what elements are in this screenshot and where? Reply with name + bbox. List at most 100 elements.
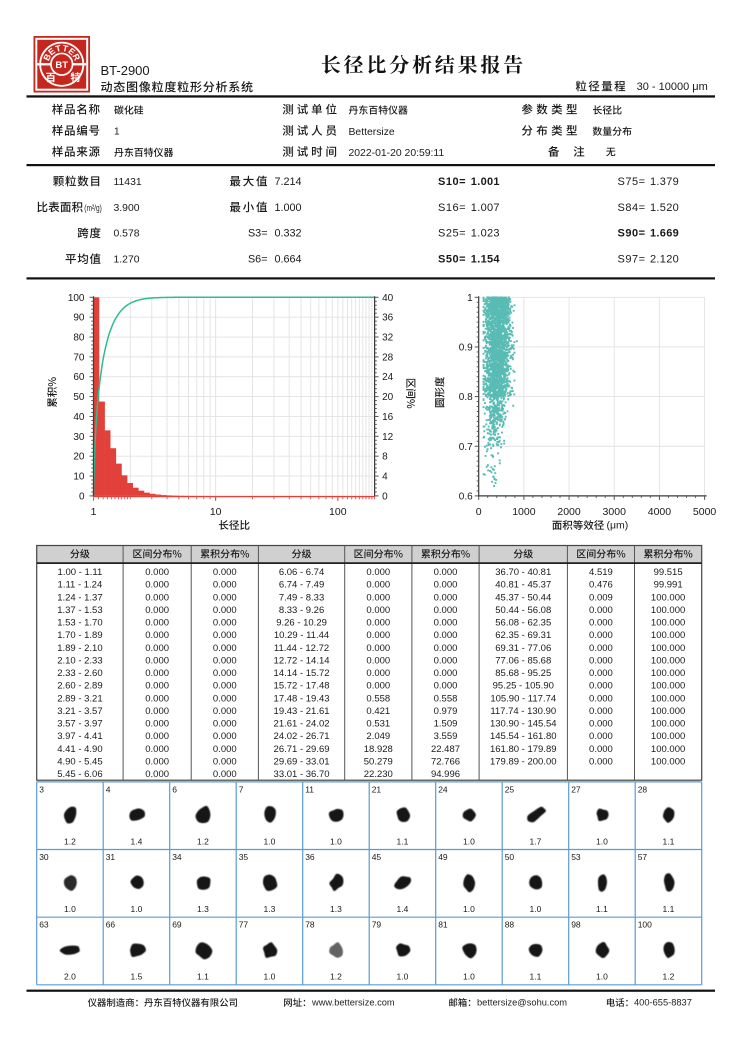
svg-text:0.531: 0.531 [366, 719, 390, 730]
svg-text:3.21 - 3.57: 3.21 - 3.57 [57, 706, 102, 717]
svg-text:49: 49 [438, 852, 448, 862]
svg-text:1.2: 1.2 [197, 836, 209, 846]
svg-text:1: 1 [91, 506, 97, 518]
svg-text:100: 100 [329, 506, 347, 518]
svg-text:88: 88 [505, 920, 515, 930]
svg-text:1.5: 1.5 [131, 972, 143, 982]
svg-text:0.000: 0.000 [213, 655, 237, 666]
svg-text:1.0: 1.0 [330, 836, 342, 846]
svg-text:0.000: 0.000 [589, 681, 613, 692]
svg-text:77: 77 [239, 920, 249, 930]
svg-text:161.80 - 179.89: 161.80 - 179.89 [490, 744, 557, 755]
svg-text:72.766: 72.766 [431, 756, 460, 767]
svg-text:0.000: 0.000 [366, 580, 390, 591]
svg-text:1.00 - 1.11: 1.00 - 1.11 [58, 567, 103, 578]
svg-text:24: 24 [382, 372, 394, 383]
svg-text:2.120: 2.120 [650, 254, 679, 266]
svg-text:2.049: 2.049 [366, 731, 390, 742]
svg-text:E: E [46, 46, 57, 58]
svg-text:Bettersize: Bettersize [349, 127, 395, 138]
svg-text:0.000: 0.000 [589, 630, 613, 641]
svg-text:S50=: S50= [438, 254, 466, 266]
svg-text:0.000: 0.000 [145, 643, 169, 654]
svg-text:0.000: 0.000 [213, 731, 237, 742]
svg-text:0.421: 0.421 [366, 706, 390, 717]
svg-text:2.0: 2.0 [64, 972, 76, 982]
svg-text:400-655-8837: 400-655-8837 [634, 997, 692, 1007]
svg-text:0.6: 0.6 [459, 491, 473, 502]
svg-text:3000: 3000 [603, 506, 627, 518]
svg-text:1.3: 1.3 [330, 904, 342, 914]
svg-text:0.000: 0.000 [213, 744, 237, 755]
svg-text:0.000: 0.000 [213, 630, 237, 641]
svg-text:100.000: 100.000 [651, 719, 685, 730]
svg-text:27: 27 [571, 784, 581, 794]
svg-text:45.37 - 50.44: 45.37 - 50.44 [495, 592, 551, 603]
svg-text:0.000: 0.000 [145, 668, 169, 679]
svg-text:0.000: 0.000 [434, 643, 458, 654]
svg-text:4.90 - 5.45: 4.90 - 5.45 [57, 756, 102, 767]
svg-text:0.000: 0.000 [589, 744, 613, 755]
svg-text:100: 100 [68, 293, 85, 304]
svg-text:1.007: 1.007 [471, 202, 500, 214]
svg-text:25: 25 [505, 784, 515, 794]
svg-text:0.000: 0.000 [589, 719, 613, 730]
svg-text:1.4: 1.4 [397, 904, 409, 914]
svg-text:0.000: 0.000 [434, 567, 458, 578]
svg-text:1.2: 1.2 [663, 972, 675, 982]
svg-text:145.54 - 161.80: 145.54 - 161.80 [490, 731, 557, 742]
svg-text:0.000: 0.000 [366, 655, 390, 666]
svg-text:78: 78 [305, 920, 315, 930]
svg-text:0.000: 0.000 [145, 618, 169, 629]
svg-text:9.26 - 10.29: 9.26 - 10.29 [276, 618, 327, 629]
svg-text:1.0: 1.0 [463, 972, 475, 982]
svg-text:0.000: 0.000 [434, 630, 458, 641]
svg-text:20: 20 [382, 392, 394, 403]
svg-text:3: 3 [39, 784, 44, 794]
svg-text:0.000: 0.000 [145, 681, 169, 692]
svg-text:11.44 - 12.72: 11.44 - 12.72 [274, 643, 329, 654]
svg-text:100.000: 100.000 [651, 731, 685, 742]
svg-text:1.2: 1.2 [330, 972, 342, 982]
svg-text:www.bettersize.com: www.bettersize.com [311, 997, 395, 1007]
svg-text:69: 69 [172, 920, 182, 930]
svg-text:1.1: 1.1 [197, 972, 209, 982]
svg-text:6: 6 [172, 784, 177, 794]
svg-text:45: 45 [372, 852, 382, 862]
svg-text:0.000: 0.000 [213, 706, 237, 717]
svg-text:0.000: 0.000 [145, 630, 169, 641]
svg-text:8: 8 [382, 452, 388, 463]
svg-text:S6=: S6= [248, 254, 268, 266]
svg-text:2.33 - 2.60: 2.33 - 2.60 [57, 668, 102, 679]
svg-text:0.000: 0.000 [213, 580, 237, 591]
svg-text:80: 80 [73, 333, 85, 344]
svg-text:130.90 - 145.54: 130.90 - 145.54 [490, 719, 557, 730]
svg-text:11431: 11431 [114, 177, 142, 188]
svg-text:24: 24 [438, 784, 448, 794]
svg-text:10.29 - 11.44: 10.29 - 11.44 [274, 630, 329, 641]
svg-text:35: 35 [239, 852, 249, 862]
svg-text:24.02 - 26.71: 24.02 - 26.71 [274, 731, 330, 742]
svg-text:0: 0 [476, 506, 482, 518]
svg-text:E: E [66, 46, 77, 58]
svg-text:100.000: 100.000 [651, 744, 685, 755]
svg-text:0.000: 0.000 [213, 668, 237, 679]
svg-text:22.487: 22.487 [431, 744, 460, 755]
svg-text:BT: BT [55, 60, 68, 71]
svg-text:1.154: 1.154 [471, 254, 501, 266]
svg-text:0.000: 0.000 [213, 605, 237, 616]
svg-text:0.8: 0.8 [459, 392, 473, 403]
svg-text:1.1: 1.1 [663, 836, 675, 846]
svg-text:100.000: 100.000 [651, 630, 685, 641]
svg-text:50: 50 [505, 852, 515, 862]
svg-text:34: 34 [172, 852, 182, 862]
svg-text:15.72 - 17.48: 15.72 - 17.48 [274, 681, 330, 692]
svg-text:0.000: 0.000 [434, 668, 458, 679]
svg-text:1.4: 1.4 [131, 836, 143, 846]
svg-text:1.24 - 1.37: 1.24 - 1.37 [57, 592, 102, 603]
svg-text:100.000: 100.000 [651, 756, 685, 767]
svg-text:1.379: 1.379 [650, 176, 679, 188]
svg-text:0.000: 0.000 [213, 681, 237, 692]
svg-text:90: 90 [73, 313, 85, 324]
svg-text:50.279: 50.279 [364, 756, 393, 767]
